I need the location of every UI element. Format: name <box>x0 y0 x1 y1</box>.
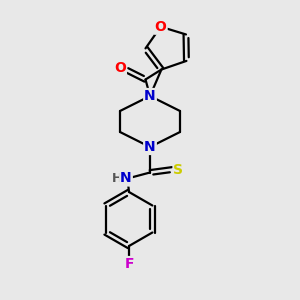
Text: S: S <box>173 163 184 176</box>
Text: O: O <box>155 20 167 34</box>
Text: O: O <box>114 61 126 74</box>
Text: N: N <box>120 172 132 185</box>
Text: N: N <box>144 89 156 103</box>
Text: F: F <box>124 257 134 271</box>
Text: N: N <box>144 140 156 154</box>
Text: H: H <box>112 172 122 185</box>
